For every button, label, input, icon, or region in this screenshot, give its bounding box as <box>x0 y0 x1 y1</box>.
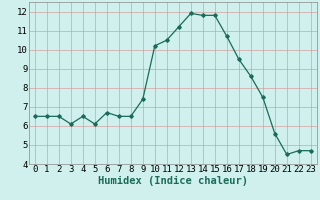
X-axis label: Humidex (Indice chaleur): Humidex (Indice chaleur) <box>98 176 248 186</box>
